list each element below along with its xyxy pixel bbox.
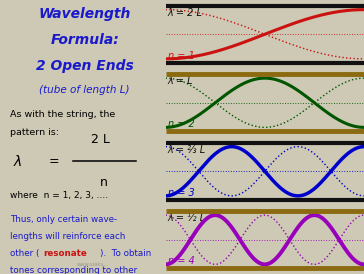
Text: As with the string, the: As with the string, the [10,110,115,119]
Text: (tube of length L): (tube of length L) [39,85,130,95]
Text: pattern is:: pattern is: [10,128,59,137]
Text: Thus, only certain wave-: Thus, only certain wave- [10,215,117,224]
Text: n = 1: n = 1 [167,51,194,61]
Text: $\lambda$: $\lambda$ [13,154,23,169]
Text: 2 L: 2 L [91,133,110,146]
Text: Formula:: Formula: [50,33,119,47]
Text: 2 Open Ends: 2 Open Ends [36,59,134,73]
Text: λ = L: λ = L [167,76,193,86]
Text: lengths will reinforce each: lengths will reinforce each [10,232,126,241]
Text: =: = [49,155,60,168]
Text: n = 2: n = 2 [167,119,194,129]
Text: λ = ⅔ L: λ = ⅔ L [167,145,206,155]
Text: n = 3: n = 3 [167,188,194,198]
Text: λ = 2 L: λ = 2 L [167,8,202,18]
Text: tones corresponding to other: tones corresponding to other [10,266,137,274]
Text: n = 4: n = 4 [167,256,194,266]
Text: ).  To obtain: ). To obtain [100,249,151,258]
Text: n: n [100,176,108,189]
Text: where  n = 1, 2, 3, ....: where n = 1, 2, 3, .... [10,191,108,200]
Text: www.slaks...: www.slaks... [76,262,109,267]
Text: resonate: resonate [43,249,87,258]
Text: λ = ½ L: λ = ½ L [167,213,206,223]
Text: Wavelength: Wavelength [39,7,131,21]
Text: other (: other ( [10,249,40,258]
